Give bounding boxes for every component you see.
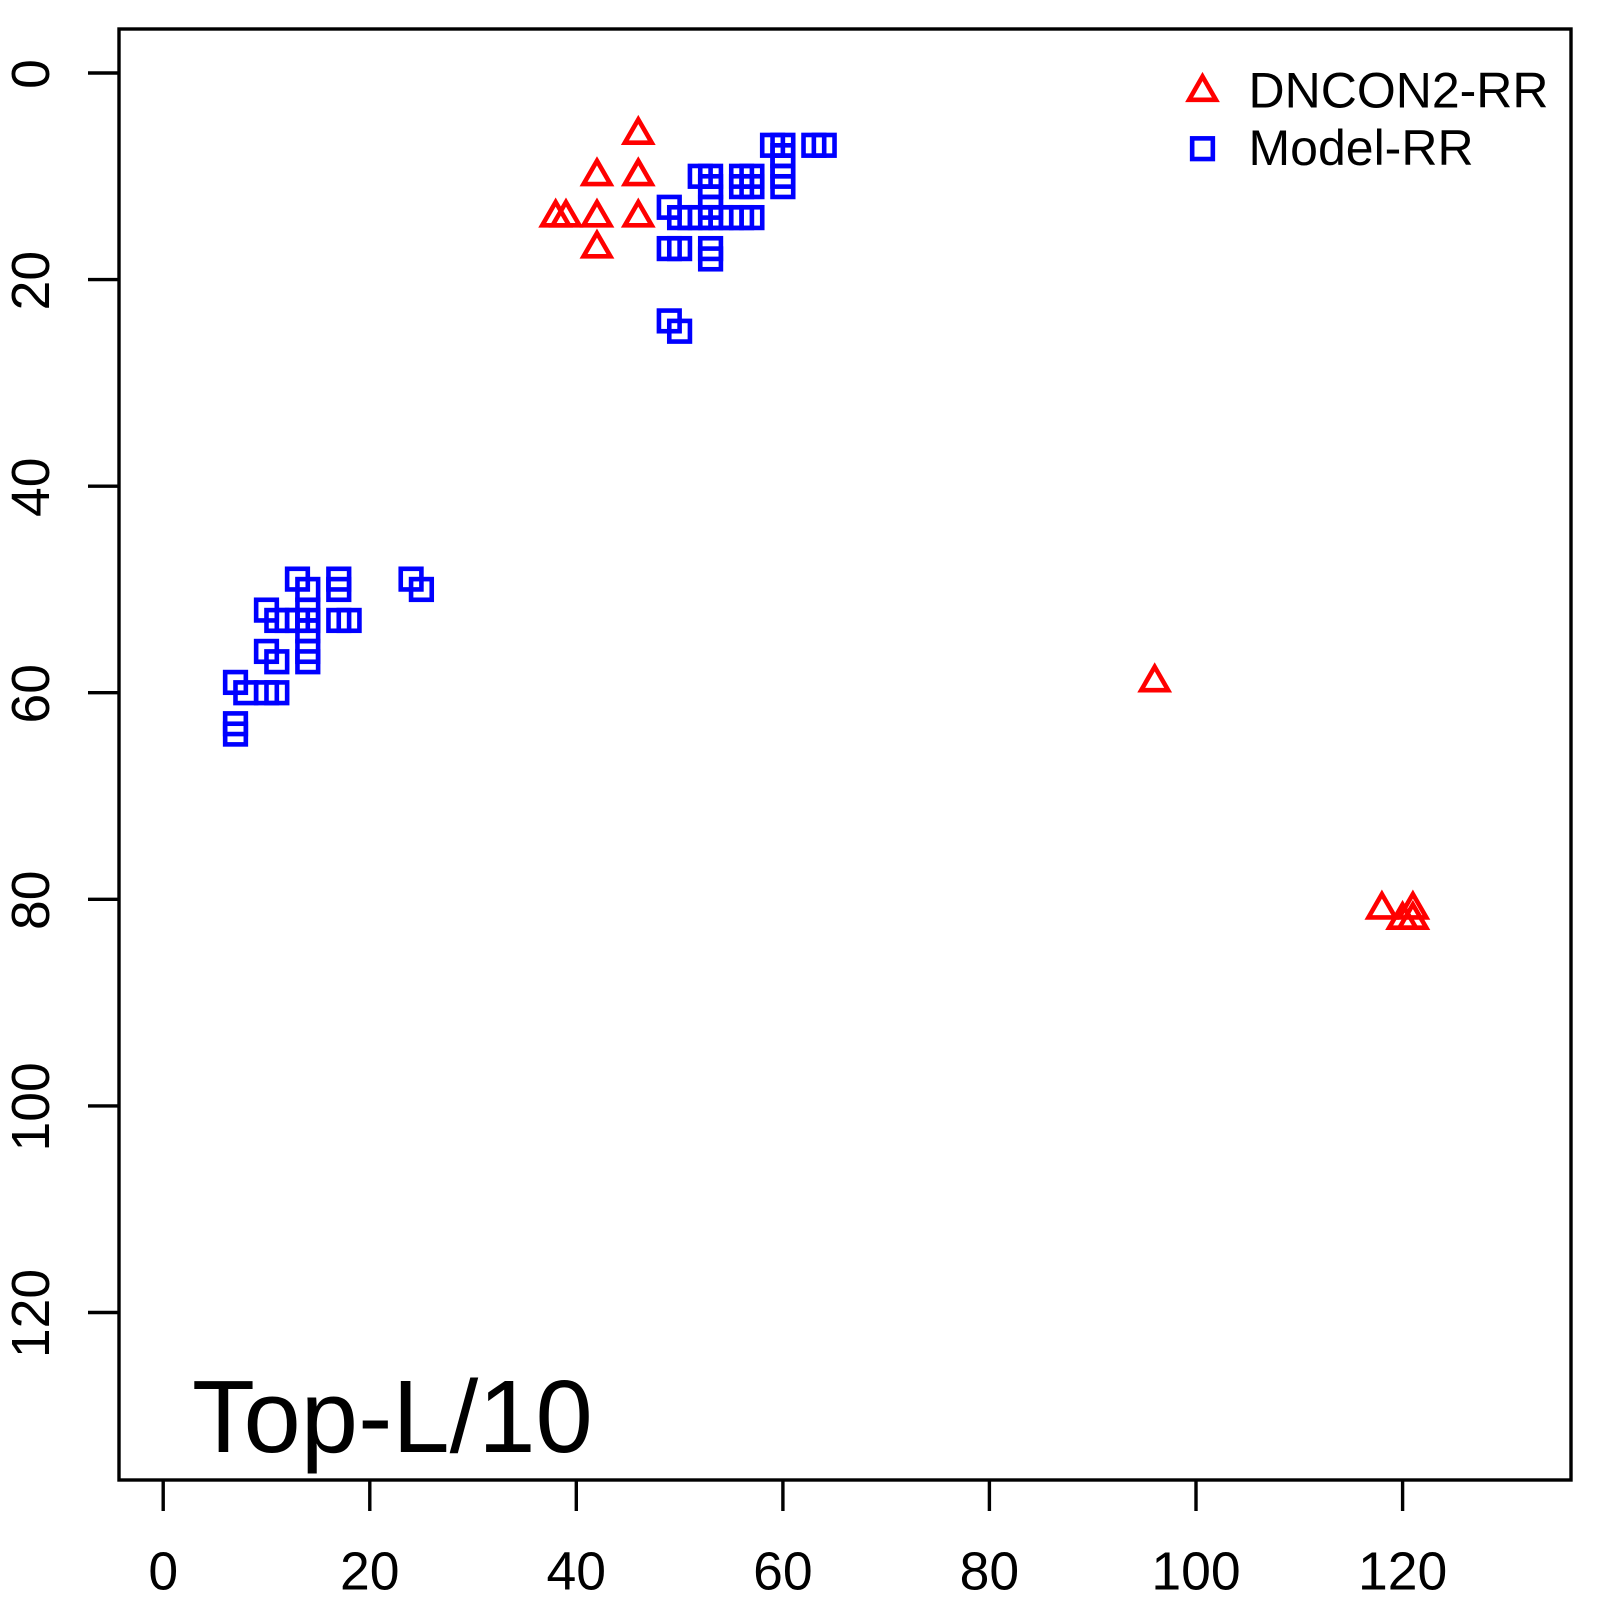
- svg-text:100: 100: [1151, 1543, 1240, 1601]
- svg-text:60: 60: [2, 664, 61, 724]
- svg-text:40: 40: [2, 457, 61, 517]
- svg-text:80: 80: [2, 871, 61, 931]
- svg-text:40: 40: [547, 1543, 607, 1601]
- svg-text:DNCON2-RR: DNCON2-RR: [1249, 63, 1549, 119]
- svg-text:80: 80: [960, 1543, 1020, 1601]
- svg-text:20: 20: [340, 1543, 400, 1601]
- svg-text:0: 0: [2, 59, 61, 89]
- svg-text:20: 20: [2, 251, 61, 311]
- svg-text:Top-L/10: Top-L/10: [192, 1359, 593, 1474]
- svg-text:0: 0: [148, 1543, 178, 1601]
- svg-text:Model-RR: Model-RR: [1249, 120, 1474, 176]
- svg-text:120: 120: [2, 1269, 61, 1358]
- svg-text:100: 100: [2, 1062, 61, 1151]
- svg-text:120: 120: [1358, 1543, 1447, 1601]
- svg-text:60: 60: [753, 1543, 813, 1601]
